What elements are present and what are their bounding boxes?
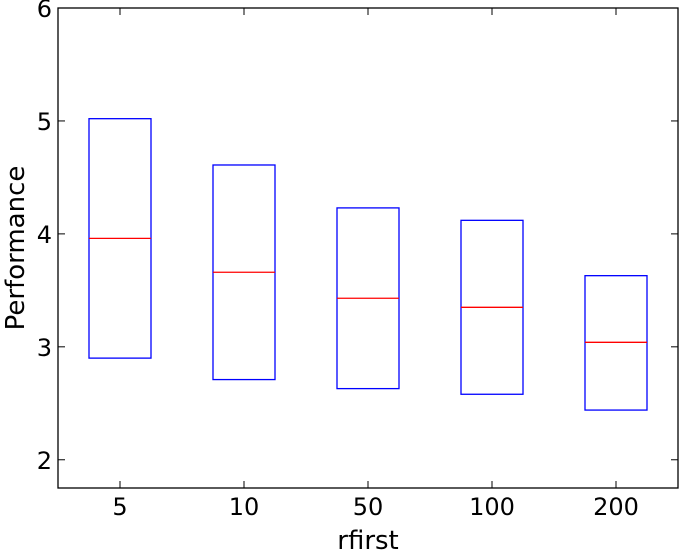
x-tick-label-50: 50	[353, 493, 384, 521]
y-tick-label-4: 4	[37, 221, 52, 249]
x-tick-label-10: 10	[229, 493, 260, 521]
x-axis-label: rfirst	[337, 526, 399, 556]
y-tick-label-5: 5	[37, 108, 52, 136]
y-tick-label-2: 2	[37, 447, 52, 475]
x-axis: 5 10 50 100 200	[112, 8, 639, 521]
y-axis-label: Performance	[1, 166, 31, 331]
x-tick-label-5: 5	[112, 493, 127, 521]
plot-marks	[88, 118, 648, 411]
y-axis: 2 3 4 5 6	[37, 0, 678, 475]
y-tick-label-6: 6	[37, 0, 52, 23]
y-tick-label-3: 3	[37, 334, 52, 362]
x-tick-label-100: 100	[469, 493, 515, 521]
x-tick-label-200: 200	[593, 493, 639, 521]
